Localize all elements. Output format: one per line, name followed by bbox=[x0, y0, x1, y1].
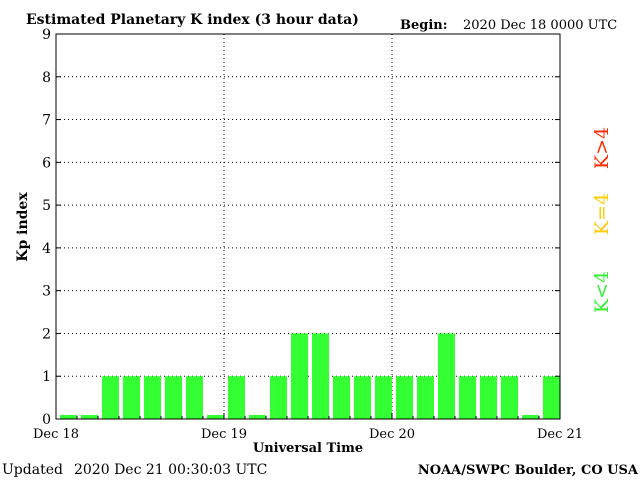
kp-bar bbox=[522, 415, 539, 419]
kp-bar bbox=[543, 376, 560, 419]
kp-bar bbox=[438, 333, 455, 419]
kp-bar bbox=[144, 376, 161, 419]
updated-value: 2020 Dec 21 00:30:03 UTC bbox=[74, 462, 267, 478]
y-tick-label: 6 bbox=[42, 155, 51, 171]
kp-bar bbox=[396, 376, 413, 419]
kp-bar bbox=[270, 376, 287, 419]
y-tick-label: 1 bbox=[42, 369, 51, 385]
kp-bar bbox=[312, 333, 329, 419]
updated-label: Updated bbox=[2, 462, 63, 478]
legend-k-less-4: K<4 bbox=[591, 271, 613, 313]
begin-value: 2020 Dec 18 0000 UTC bbox=[463, 18, 617, 33]
kp-bar bbox=[375, 376, 392, 419]
y-tick-label: 9 bbox=[42, 27, 51, 43]
x-tick-label: Dec 19 bbox=[201, 427, 247, 442]
y-ticks: 0 1 2 3 4 5 6 7 8 9 bbox=[42, 27, 560, 428]
kp-bar bbox=[123, 376, 140, 419]
begin-label: Begin: bbox=[400, 18, 448, 33]
x-tick-label: Dec 21 bbox=[537, 427, 583, 442]
kp-bar bbox=[165, 376, 182, 419]
y-tick-label: 4 bbox=[42, 241, 51, 257]
kp-bar bbox=[333, 376, 350, 419]
legend-k-equal-4: K=4 bbox=[591, 193, 613, 235]
kp-bar bbox=[354, 376, 371, 419]
legend-k-greater-4: K>4 bbox=[591, 127, 613, 169]
kp-bar bbox=[417, 376, 434, 419]
bars bbox=[60, 333, 560, 419]
kp-bar bbox=[207, 415, 224, 419]
kp-bar bbox=[291, 333, 308, 419]
x-tick-label: Dec 20 bbox=[369, 427, 415, 442]
x-ticks: Dec 18 Dec 19 Dec 20 Dec 21 bbox=[33, 413, 583, 442]
credit-text: NOAA/SWPC Boulder, CO USA bbox=[418, 463, 639, 478]
kp-bar bbox=[480, 376, 497, 419]
kp-bar bbox=[81, 415, 98, 419]
y-axis-label: Kp index bbox=[15, 192, 31, 262]
y-tick-label: 5 bbox=[42, 198, 51, 214]
x-axis-label: Universal Time bbox=[253, 441, 363, 456]
y-tick-label: 2 bbox=[42, 326, 51, 342]
y-tick-label: 3 bbox=[42, 284, 51, 300]
kp-bar bbox=[249, 415, 266, 419]
kp-bar bbox=[186, 376, 203, 419]
kp-bar bbox=[459, 376, 476, 419]
y-tick-label: 0 bbox=[42, 412, 51, 428]
x-tick-label: Dec 18 bbox=[33, 427, 79, 442]
kp-bar bbox=[501, 376, 518, 419]
y-tick-label: 8 bbox=[42, 70, 51, 86]
y-tick-label: 7 bbox=[42, 113, 51, 129]
chart-title: Estimated Planetary K index (3 hour data… bbox=[26, 12, 359, 28]
kp-bar bbox=[102, 376, 119, 419]
kp-bar bbox=[60, 415, 77, 419]
kp-bar bbox=[228, 376, 245, 419]
